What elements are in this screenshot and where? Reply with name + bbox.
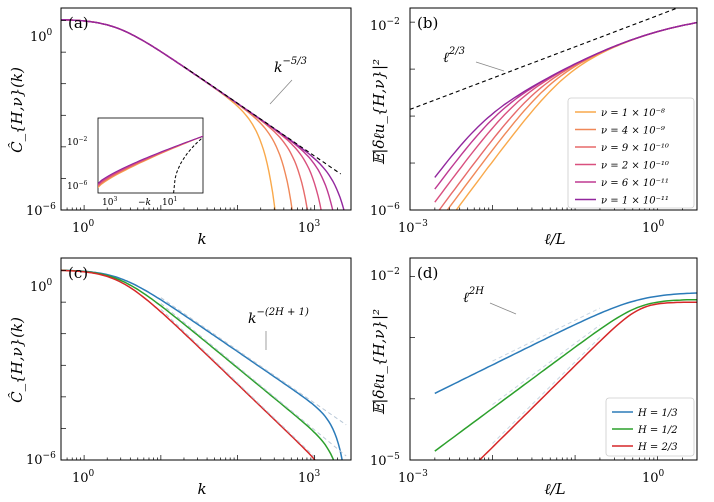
panel-a-series-5 [61, 19, 345, 210]
panel-a-minor-ticks [60, 20, 352, 211]
panel-a-inset-ytick-bottom: 10−6 [67, 180, 87, 192]
panel-b-xtick-left: 10−3 [398, 219, 428, 236]
panel-b-xtick-right: 100 [642, 219, 665, 236]
panel-b-legend-label-2: ν = 9 × 10⁻¹⁰ [601, 143, 669, 154]
panel-a-inset-curves [98, 135, 203, 193]
panel-b-legend: ν = 1 × 10⁻⁸ ν = 4 × 10⁻⁹ ν = 9 × 10⁻¹⁰ ν =… [567, 97, 695, 209]
panel-b-legend-box [567, 97, 695, 209]
panel-d-legend: H = 1/3 H = 1/2 H = 2/3 [605, 397, 695, 457]
panel-d-legend-label-0: H = 1/3 [637, 408, 678, 419]
panel-b-ytick-bottom: 10−6 [370, 202, 400, 219]
panel-a-ytick-top: 100 [30, 28, 53, 45]
panel-c-xtick-right: 103 [298, 469, 321, 486]
panel-c-reference-1 [160, 303, 347, 457]
panel-b-legend-label-0: ν = 1 × 10⁻⁸ [601, 108, 665, 119]
panel-c-xtick-left: 100 [72, 469, 95, 486]
panel-a-inset-xlabel: −k [138, 198, 151, 208]
panel-d-reference-0 [492, 307, 601, 362]
panel-a-inset-series-5 [98, 135, 203, 184]
panel-a-ylabel: Ĉ_{H,ν}(k) [8, 67, 26, 153]
panel-c-annotation: k−(2H + 1) [248, 307, 309, 327]
panel-b-frame [409, 7, 698, 211]
panel-d-legend-entries: H = 1/3 H = 1/2 H = 2/3 [612, 408, 678, 453]
panel-d-ytick-top: 10−2 [370, 267, 400, 284]
panel-d-minor-ticks [409, 276, 698, 461]
panel-a-inset-ytick-top: 10−2 [67, 136, 87, 148]
panel-d-xlabel: ℓ/L [544, 480, 565, 497]
panel-a-frame [60, 7, 352, 211]
panel-c-xlabel: k [197, 480, 206, 497]
panel-c-series-1 [61, 269, 335, 460]
panel-b-legend-label-3: ν = 2 × 10⁻¹⁰ [601, 161, 669, 172]
panel-c-ylabel: Ĉ_{H,ν}(k) [8, 317, 26, 403]
panel-c-reference-0 [160, 297, 347, 426]
panel-d-xtick-left: 10−3 [398, 469, 428, 486]
panel-b-series-5 [434, 21, 697, 178]
panel-b-legend-label-4: ν = 6 × 10⁻¹¹ [601, 178, 669, 189]
panel-d-annotation: ℓ2H [463, 286, 484, 306]
panel-a-xtick-right: 103 [298, 219, 321, 236]
panel-a-curves [61, 19, 345, 210]
panel-b-label: (b) [417, 14, 438, 32]
panel-c-reference-2 [160, 308, 319, 460]
panel-b-ylabel: 𝔼|δℓu_{H,ν}|² [370, 59, 388, 165]
panel-d-annotation-pointer [489, 302, 517, 315]
panel-b-annotation-pointer [475, 61, 505, 72]
panel-c-series-2 [61, 269, 316, 460]
panel-d-series-1 [434, 298, 697, 452]
panel-a-annotation: k−5/3 [274, 56, 307, 76]
panel-a-inset-xtick-right: 101 [162, 196, 177, 208]
panel-d-ylabel: 𝔼|δℓu_{H,ν}|² [370, 309, 388, 415]
panel-c-minor-ticks [60, 270, 352, 461]
panel-b-annotation: ℓ2/3 [443, 46, 465, 66]
panel-b-legend-entries: ν = 1 × 10⁻⁸ ν = 4 × 10⁻⁹ ν = 9 × 10⁻¹⁰ ν =… [575, 108, 669, 207]
panel-b-legend-label-5: ν = 1 × 10⁻¹¹ [601, 196, 669, 207]
panel-b-xlabel: ℓ/L [544, 230, 565, 248]
panel-c-ytick-top: 100 [30, 278, 53, 295]
panel-b: (b) 10−2 10−6 10−3 100 ℓ/L 𝔼|δℓu_{H,ν}|²… [370, 7, 698, 248]
panel-d-xtick-right: 100 [642, 469, 665, 486]
panel-a-label: (a) [68, 14, 89, 32]
panel-a-annotation-pointer [269, 79, 293, 105]
panel-a-xlabel: k [197, 230, 206, 248]
panel-a-ytick-bottom: 10−6 [26, 202, 56, 219]
panel-d-curves [434, 292, 697, 460]
panel-d-legend-label-2: H = 2/3 [637, 442, 678, 453]
panel-c-ytick-bottom: 10−6 [26, 451, 56, 468]
panel-a-xtick-left: 100 [72, 219, 95, 236]
panel-c-label: (c) [68, 264, 88, 282]
panel-c-curves [61, 269, 347, 460]
panel-a-inset-frame [97, 117, 204, 194]
panel-b-ytick-top: 10−2 [370, 17, 400, 34]
panel-c-frame [60, 257, 352, 461]
panel-d-legend-label-1: H = 1/2 [637, 425, 678, 436]
panel-c-series-0 [61, 269, 343, 460]
panel-d-series-0 [434, 292, 697, 395]
panel-a-inset-reference [173, 136, 203, 193]
panel-d-label: (d) [417, 264, 438, 282]
panel-d-reference-1 [492, 324, 601, 406]
panel-b-legend-label-1: ν = 4 × 10⁻⁹ [601, 126, 665, 137]
panel-b-curves [410, 8, 697, 210]
panel-a-inset-xtick-left: 103 [102, 196, 117, 208]
panel-b-reference-line [410, 8, 679, 110]
panel-d-series-2 [478, 301, 697, 460]
panel-c: (c) 100 10−6 100 103 k Ĉ_{H,ν}(k) k−(2H … [8, 257, 352, 498]
panel-d-frame [409, 257, 698, 461]
panel-a-reference-line [183, 66, 342, 175]
panel-d-ytick-bottom: 10−5 [370, 452, 400, 469]
panel-a: (a) 100 10−6 100 103 k Ĉ_{H,ν}(k) k−5/3 … [8, 7, 352, 248]
panel-d: (d) 10−2 10−5 10−3 100 ℓ/L 𝔼|δℓu_{H,ν}|²… [370, 257, 698, 498]
